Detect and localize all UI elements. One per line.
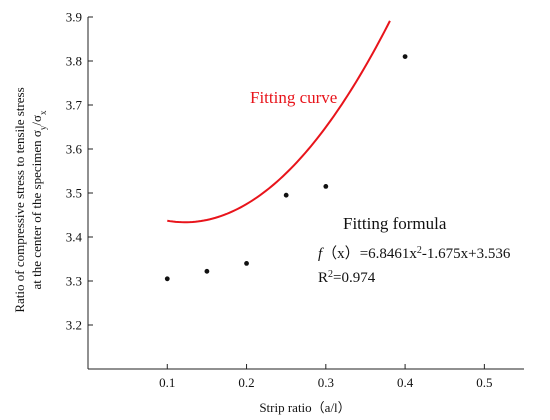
fitting-curve-label: Fitting curve (250, 88, 337, 107)
x-axis-title: Strip ratio（a/l） (259, 400, 350, 415)
y-tick-label: 3.3 (66, 274, 82, 289)
y-tick-label: 3.4 (66, 230, 83, 245)
fitting-curve (167, 20, 391, 224)
x-tick-label: 0.4 (397, 375, 414, 390)
y-tick-label: 3.2 (66, 318, 82, 333)
x-tick-label: 0.3 (318, 375, 334, 390)
y-tick-label: 3.9 (66, 10, 82, 25)
data-point (244, 261, 249, 266)
x-tick-label: 0.5 (476, 375, 492, 390)
x-tick-label: 0.1 (159, 375, 175, 390)
y-tick-label: 3.8 (66, 54, 82, 69)
y-axis-title-line2: at the center of the specimen σy/σx (29, 110, 48, 289)
points (164, 54, 408, 282)
data-point (164, 276, 170, 282)
data-point (323, 184, 329, 189)
formula-title: Fitting formula (343, 214, 447, 233)
y-tick-label: 3.5 (66, 186, 82, 201)
ticks: 3.2 3.3 3.4 3.5 3.6 3.7 3.8 3.9 0.1 0.2 0.3 0.4 0.5 (66, 10, 493, 391)
r-squared-text: R2=0.974 (318, 269, 376, 287)
x-tick-label: 0.2 (238, 375, 254, 390)
y-tick-label: 3.7 (66, 98, 83, 113)
y-tick-label: 3.6 (66, 142, 83, 157)
data-point (402, 54, 408, 59)
fit-layer (167, 20, 391, 224)
formula-text: f（x）=6.8461x2-1.675x+3.536 (318, 245, 511, 263)
y-axis-title-line1: Ratio of compressive stress to tensile s… (12, 87, 27, 312)
data-point (204, 268, 210, 274)
axes (87, 17, 524, 370)
data-point (283, 192, 289, 198)
